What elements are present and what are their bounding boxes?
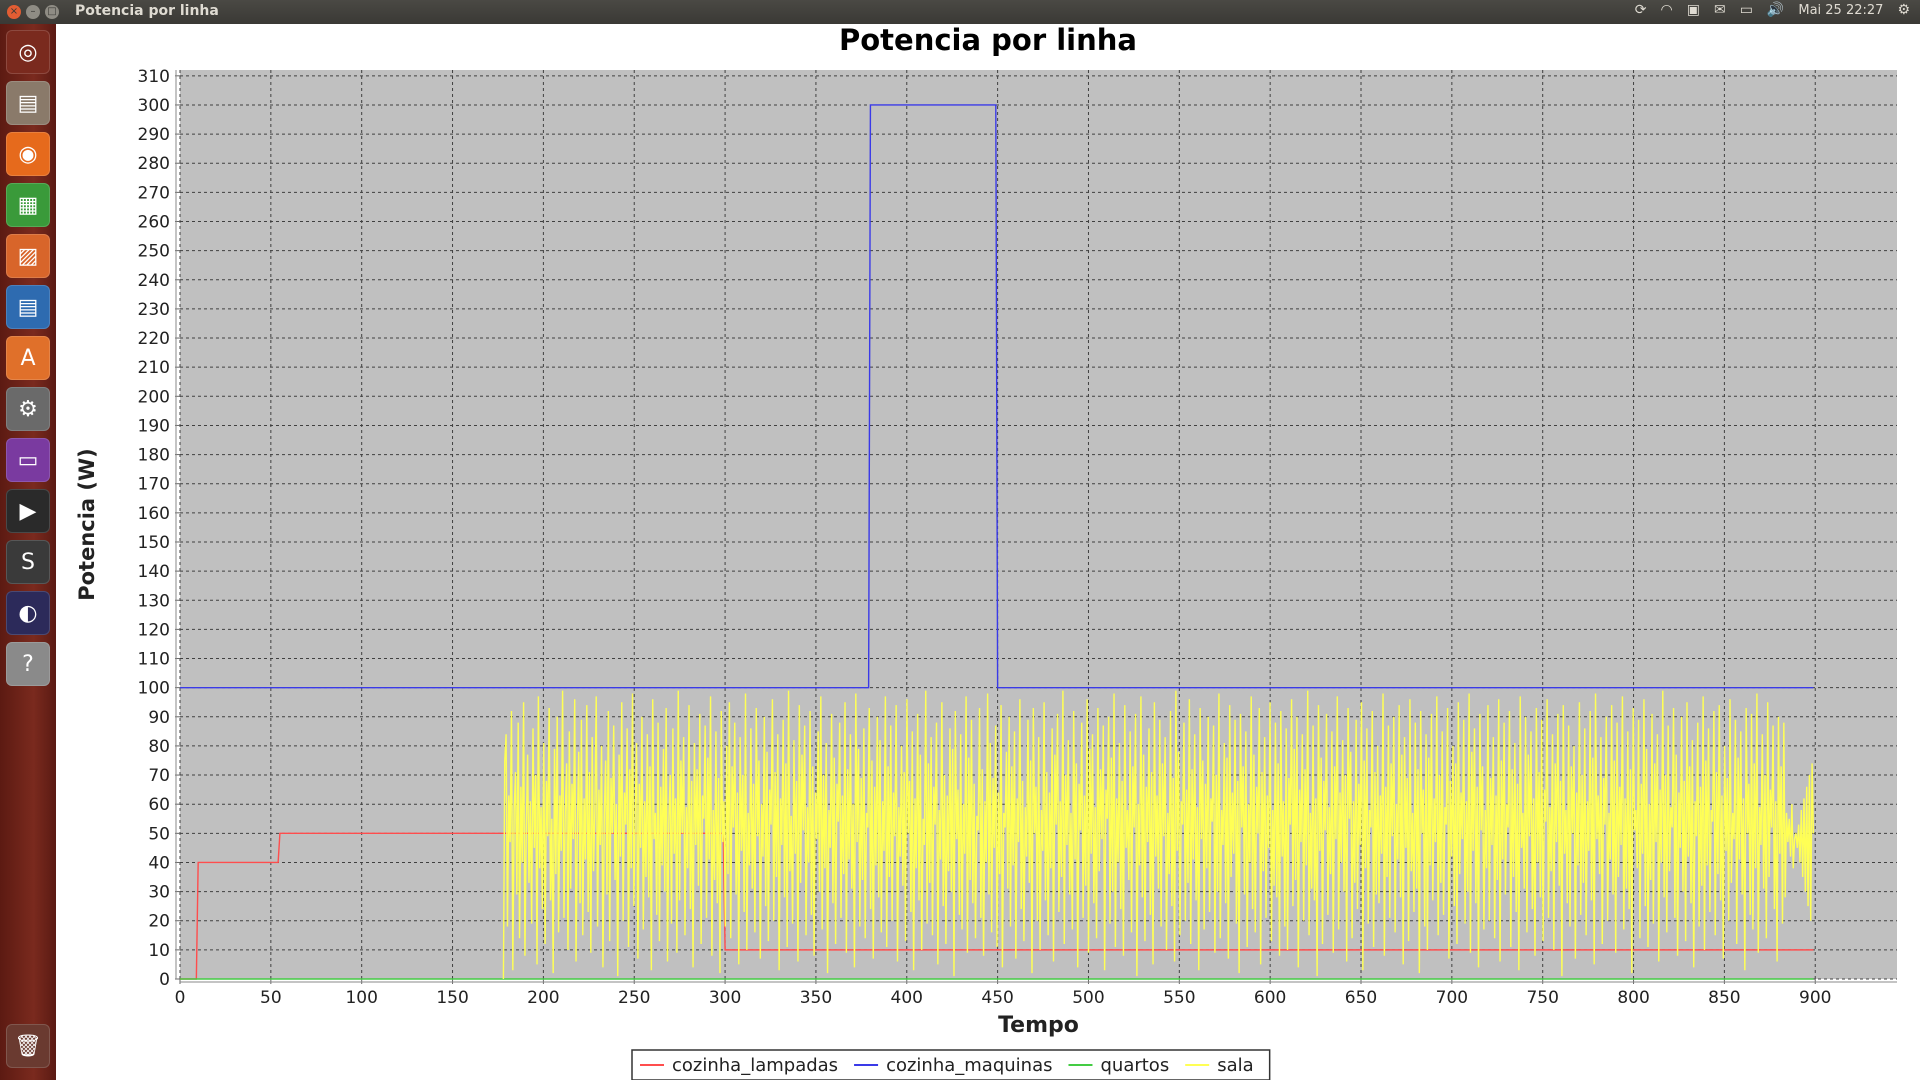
maximize-button[interactable]: □ [45, 5, 59, 19]
x-tick-label: 100 [345, 988, 377, 1008]
y-tick-label: 150 [138, 533, 170, 553]
battery-icon[interactable]: ▭ [1739, 2, 1753, 18]
writer-icon[interactable]: ▤ [6, 285, 50, 329]
mail-icon[interactable]: ✉ [1713, 2, 1726, 18]
y-tick-label: 80 [148, 737, 170, 757]
y-tick-label: 260 [138, 213, 170, 233]
x-tick-label: 700 [1436, 988, 1468, 1008]
y-tick-label: 220 [138, 329, 170, 349]
legend-label-cozinha_lampadas: cozinha_lampadas [672, 1055, 838, 1076]
legend-label-cozinha_maquinas: cozinha_maquinas [886, 1055, 1052, 1076]
window-controls: × – □ [7, 5, 59, 19]
eclipse-icon[interactable]: ◐ [6, 591, 50, 635]
minimize-button[interactable]: – [26, 5, 40, 19]
firefox-icon[interactable]: ◉ [6, 132, 50, 176]
y-tick-label: 70 [148, 766, 170, 786]
chart-title: Potencia por linha [839, 24, 1137, 57]
y-tick-label: 120 [138, 620, 170, 640]
y-tick-label: 250 [138, 242, 170, 262]
indicator-area: ⟳ ◠ ▣ ✉ ▭ 🔊 Mai 25 22:27 ⚙ [1635, 2, 1910, 18]
x-tick-label: 300 [709, 988, 741, 1008]
sublime-icon[interactable]: S [6, 540, 50, 584]
chart-svg: 0 50 100 150 200 250 300 350 400 450 500 550 600 650 7… [75, 23, 1897, 1081]
y-tick-label: 40 [148, 853, 170, 873]
y-tick-label: 190 [138, 416, 170, 436]
ubuntu-dash-icon[interactable]: ◎ [6, 30, 50, 74]
impress-icon[interactable]: ▨ [6, 234, 50, 278]
x-tick-label: 0 [175, 988, 186, 1008]
close-button[interactable]: × [7, 5, 21, 19]
y-tick-label: 130 [138, 591, 170, 611]
terminal-icon[interactable]: ▶ [6, 489, 50, 533]
y-tick-label: 10 [148, 941, 170, 961]
y-tick-label: 270 [138, 183, 170, 203]
x-axis-title: Tempo [998, 1013, 1079, 1038]
y-tick-label: 140 [138, 562, 170, 582]
legend-label-sala: sala [1217, 1055, 1253, 1076]
volume-icon[interactable]: 🔊 [1766, 2, 1785, 18]
y-tick-label: 280 [138, 154, 170, 174]
y-tick-label: 170 [138, 475, 170, 495]
x-tick-label: 400 [891, 988, 923, 1008]
y-tick-label: 240 [138, 271, 170, 291]
x-tick-label: 450 [981, 988, 1013, 1008]
y-axis-title: Potencia (W) [75, 448, 99, 601]
y-tick-label: 160 [138, 504, 170, 524]
x-tick-label: 850 [1708, 988, 1740, 1008]
series-line-cozinha_lampadas [180, 832, 1814, 980]
y-tick-label: 180 [138, 446, 170, 466]
workspace-icon[interactable]: ▭ [6, 438, 50, 482]
keyboard-layout-icon[interactable]: ▣ [1686, 2, 1700, 18]
y-tick-label: 100 [138, 679, 170, 699]
window-title: Potencia por linha [75, 3, 219, 19]
x-tick-label: 550 [1163, 988, 1195, 1008]
y-tick-label: 230 [138, 300, 170, 320]
x-tick-label: 50 [260, 988, 282, 1008]
y-tick-label: 110 [138, 650, 170, 670]
x-tick-label: 900 [1799, 988, 1831, 1008]
y-tick-label: 50 [148, 824, 170, 844]
x-tick-label: 650 [1345, 988, 1377, 1008]
software-center-icon[interactable]: A [6, 336, 50, 380]
y-tick-label: 30 [148, 883, 170, 903]
y-tick-label: 290 [138, 125, 170, 145]
y-tick-label: 0 [159, 970, 170, 990]
top-panel: × – □ Potencia por linha ⟳ ◠ ▣ ✉ ▭ 🔊 Mai… [0, 0, 1920, 24]
sync-icon[interactable]: ⟳ [1634, 2, 1647, 18]
legend-label-quartos: quartos [1100, 1055, 1169, 1076]
x-tick-label: 200 [527, 988, 559, 1008]
gear-icon[interactable]: ⚙ [1897, 2, 1910, 18]
y-tick-label: 90 [148, 708, 170, 728]
launcher: ◎ ▤ ◉ ▦ ▨ ▤ A ⚙ ▭ ▶ S ◐? 🗑 [0, 24, 56, 1080]
chart-container: 0 50 100 150 200 250 300 350 400 450 500 550 600 650 7… [56, 23, 1920, 1081]
x-tick-label: 500 [1072, 988, 1104, 1008]
y-tick-label: 200 [138, 387, 170, 407]
series-line-sala [502, 690, 1815, 980]
series-line-cozinha_maquinas [180, 104, 1814, 689]
calc-icon[interactable]: ▦ [6, 183, 50, 227]
x-tick-label: 150 [436, 988, 468, 1008]
y-tick-label: 310 [138, 67, 170, 87]
files-icon[interactable]: ▤ [6, 81, 50, 125]
legend-box [631, 1049, 1271, 1081]
wifi-icon[interactable]: ◠ [1660, 2, 1673, 18]
x-tick-label: 800 [1617, 988, 1649, 1008]
y-tick-label: 210 [138, 358, 170, 378]
x-tick-label: 250 [618, 988, 650, 1008]
trash-icon[interactable]: 🗑 [6, 1024, 50, 1068]
y-tick-label: 300 [138, 96, 170, 116]
y-tick-label: 60 [148, 795, 170, 815]
x-tick-label: 350 [800, 988, 832, 1008]
help-icon[interactable]: ? [6, 642, 50, 686]
x-tick-label: 750 [1526, 988, 1558, 1008]
y-tick-label: 20 [148, 912, 170, 932]
settings-icon[interactable]: ⚙ [6, 387, 50, 431]
clock[interactable]: Mai 25 22:27 [1798, 2, 1884, 18]
x-tick-label: 600 [1254, 988, 1286, 1008]
